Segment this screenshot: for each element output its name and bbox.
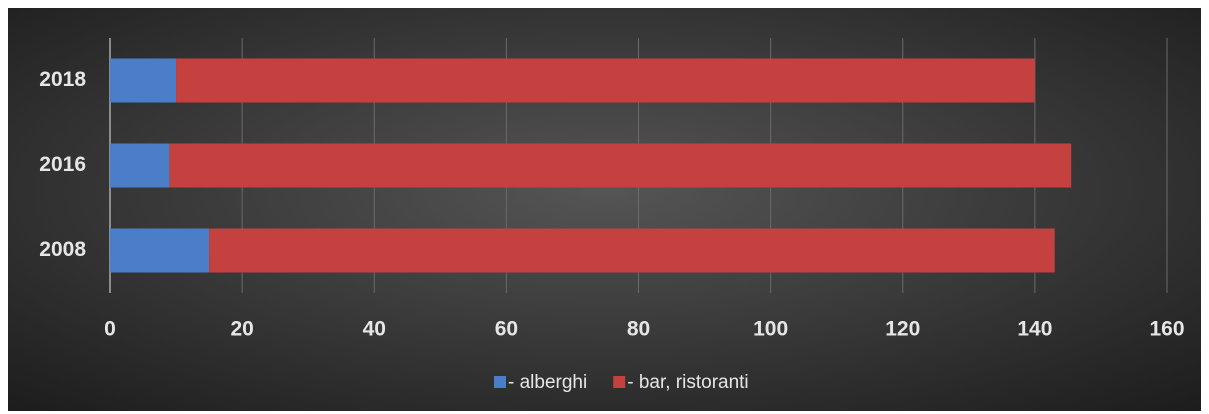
bar xyxy=(110,228,210,273)
bar xyxy=(176,58,1035,103)
bar xyxy=(209,228,1055,273)
x-tick-label: 120 xyxy=(885,318,920,341)
x-tick-label: 40 xyxy=(363,318,386,341)
bar xyxy=(169,143,1072,188)
x-tick-label: 100 xyxy=(753,318,788,341)
legend-label: - bar, ristoranti xyxy=(627,372,748,393)
x-tick-label: 160 xyxy=(1149,318,1184,341)
legend-swatch xyxy=(494,376,506,388)
legend-label: - alberghi xyxy=(508,372,587,393)
bar xyxy=(110,58,177,103)
y-tick-label: 2008 xyxy=(39,238,86,261)
x-tick-label: 140 xyxy=(1017,318,1052,341)
bar xyxy=(110,143,170,188)
y-tick-label: 2016 xyxy=(39,153,86,176)
x-tick-label: 0 xyxy=(104,318,116,341)
x-tick-label: 60 xyxy=(495,318,518,341)
legend-swatch xyxy=(613,376,626,388)
y-tick-label: 2018 xyxy=(39,68,86,91)
x-tick-label: 20 xyxy=(230,318,253,341)
x-tick-label: 80 xyxy=(627,318,650,341)
